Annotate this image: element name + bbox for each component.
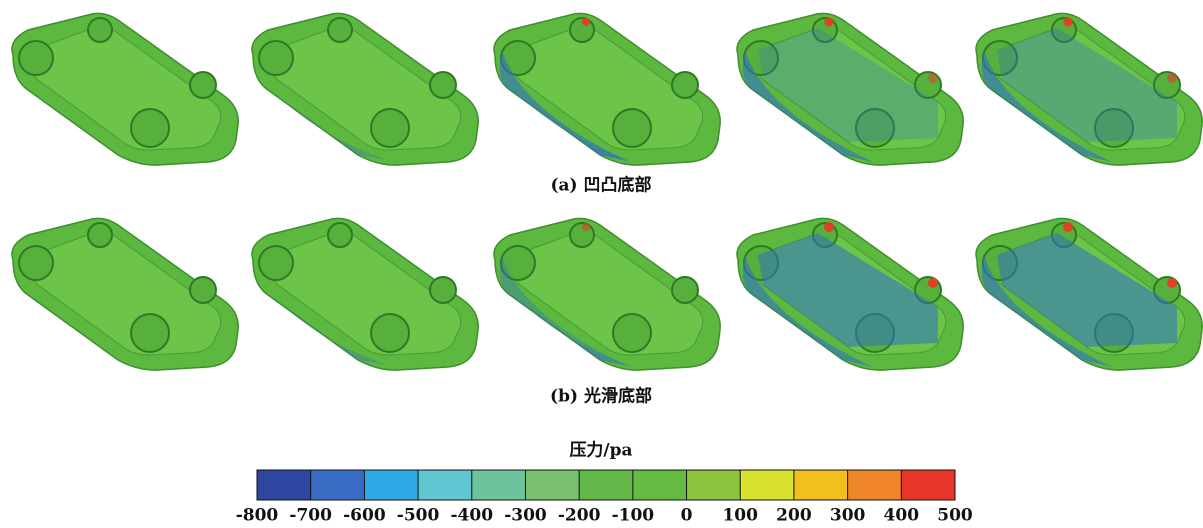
color-segment	[901, 470, 955, 500]
tick-label: -300	[504, 506, 547, 526]
color-segment	[311, 470, 365, 500]
color-segment	[848, 470, 902, 500]
color-segment	[579, 470, 633, 500]
figure: (a) 凹凸底部 (b) 光滑底部 压力/pa -800 -700 -600 -500…	[0, 0, 1203, 528]
color-segment	[418, 470, 472, 500]
tick-label: 300	[830, 506, 866, 526]
color-segment	[364, 470, 418, 500]
color-segment	[257, 470, 311, 500]
tick-label: -700	[289, 506, 332, 526]
color-segment	[633, 470, 687, 500]
tick-label: -500	[397, 506, 440, 526]
color-segment	[794, 470, 848, 500]
colorbar-title: 压力/pa	[569, 440, 632, 461]
row-a	[12, 13, 1202, 165]
tick-label: 400	[884, 506, 920, 526]
tick-label: -600	[343, 506, 386, 526]
tick-label: 100	[722, 506, 758, 526]
color-segment	[687, 470, 741, 500]
tick-label: -400	[450, 506, 493, 526]
caption: (a) 凹凸底部	[550, 175, 651, 196]
tick-label: 200	[776, 506, 812, 526]
tick-label: -100	[612, 506, 655, 526]
caption: (b) 光滑底部	[550, 386, 652, 407]
colorbar: -800 -700 -600 -500 -400 -300 -200 -100 0 100 200 3…	[236, 470, 973, 526]
row-b	[12, 218, 1202, 370]
color-segment	[525, 470, 579, 500]
tick-label: 500	[937, 506, 973, 526]
tick-label: -200	[558, 506, 601, 526]
tick-label: 0	[681, 506, 693, 526]
tick-label: -800	[236, 506, 279, 526]
color-segment	[472, 470, 526, 500]
color-segment	[740, 470, 794, 500]
